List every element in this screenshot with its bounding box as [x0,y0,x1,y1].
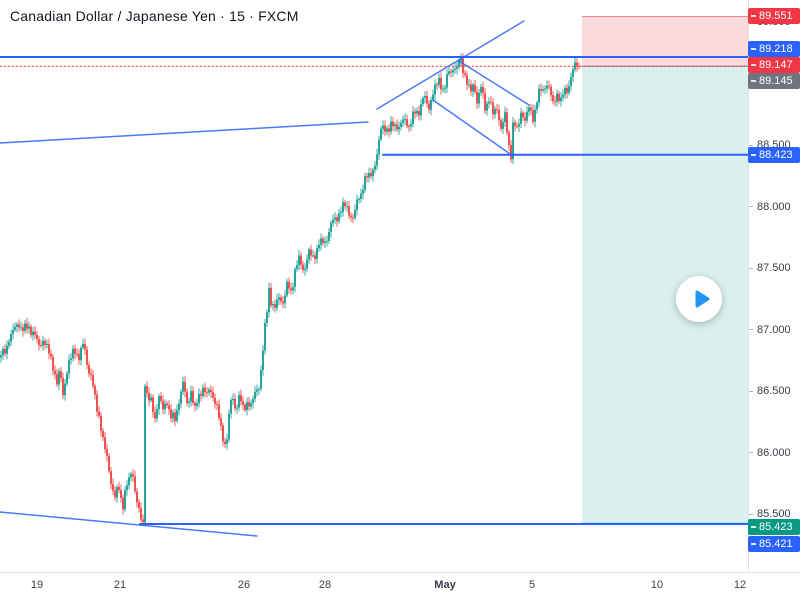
price-badge: 88.423 [748,147,800,163]
tick-dash [749,513,753,515]
price-tick-label: 88.000 [749,199,791,215]
price-badge-text: 85.421 [759,538,793,550]
price-badge: 85.423 [748,519,800,535]
play-icon [695,290,710,308]
time-axis-label: 26 [237,579,251,591]
tick-dash [749,329,753,331]
badge-dash [751,543,756,545]
price-tick-text: 86.500 [757,385,791,398]
tick-dash [749,206,753,208]
price-badge-text: 89.147 [759,59,793,71]
tick-dash [749,452,753,454]
price-tick-text: 86.000 [757,446,791,459]
badge-dash [751,154,756,156]
badge-dash [751,526,756,528]
price-tick-label: 85.500 [749,506,791,522]
badge-dash [751,48,756,50]
time-axis-label: 12 [733,579,747,591]
price-badge: 89.147 [748,57,800,73]
time-axis-label: May [434,579,456,591]
price-badge: 85.421 [748,536,800,552]
price-badge-text: 89.218 [759,43,793,55]
price-tick-text: 85.500 [757,508,791,521]
price-badge: 89.145 [748,73,800,89]
price-badge-text: 89.145 [759,75,793,87]
price-axis[interactable]: 89.50088.50088.00087.50087.00086.50086.0… [748,0,800,572]
badge-dash [751,15,756,17]
time-axis-label: 19 [30,579,44,591]
price-tick-text: 87.000 [757,323,791,336]
time-axis[interactable]: 19 21 26 28 May 5 10 12 [0,572,800,598]
time-axis-label: 5 [528,579,536,591]
tick-dash [749,390,753,392]
price-badge-text: 88.423 [759,149,793,161]
price-badge: 89.218 [748,41,800,57]
time-axis-label: 28 [318,579,332,591]
badge-dash [751,64,756,66]
price-tick-label: 86.500 [749,383,791,399]
price-tick-text: 88.000 [757,200,791,213]
price-tick-label: 87.000 [749,322,791,338]
time-axis-label: 10 [650,579,664,591]
badge-dash [751,80,756,82]
price-tick-label: 86.000 [749,445,791,461]
tick-dash [749,144,753,146]
price-tick-label: 87.500 [749,260,791,276]
price-badge-text: 89.551 [759,10,793,22]
price-tick-text: 87.500 [757,262,791,275]
time-axis-label: 21 [113,579,127,591]
replay-play-button[interactable] [676,276,722,322]
symbol-title[interactable]: Canadian Dollar / Japanese Yen · 15 · FX… [10,8,299,24]
price-badge-text: 85.423 [759,521,793,533]
price-badge: 89.551 [748,8,800,24]
tick-dash [749,267,753,269]
